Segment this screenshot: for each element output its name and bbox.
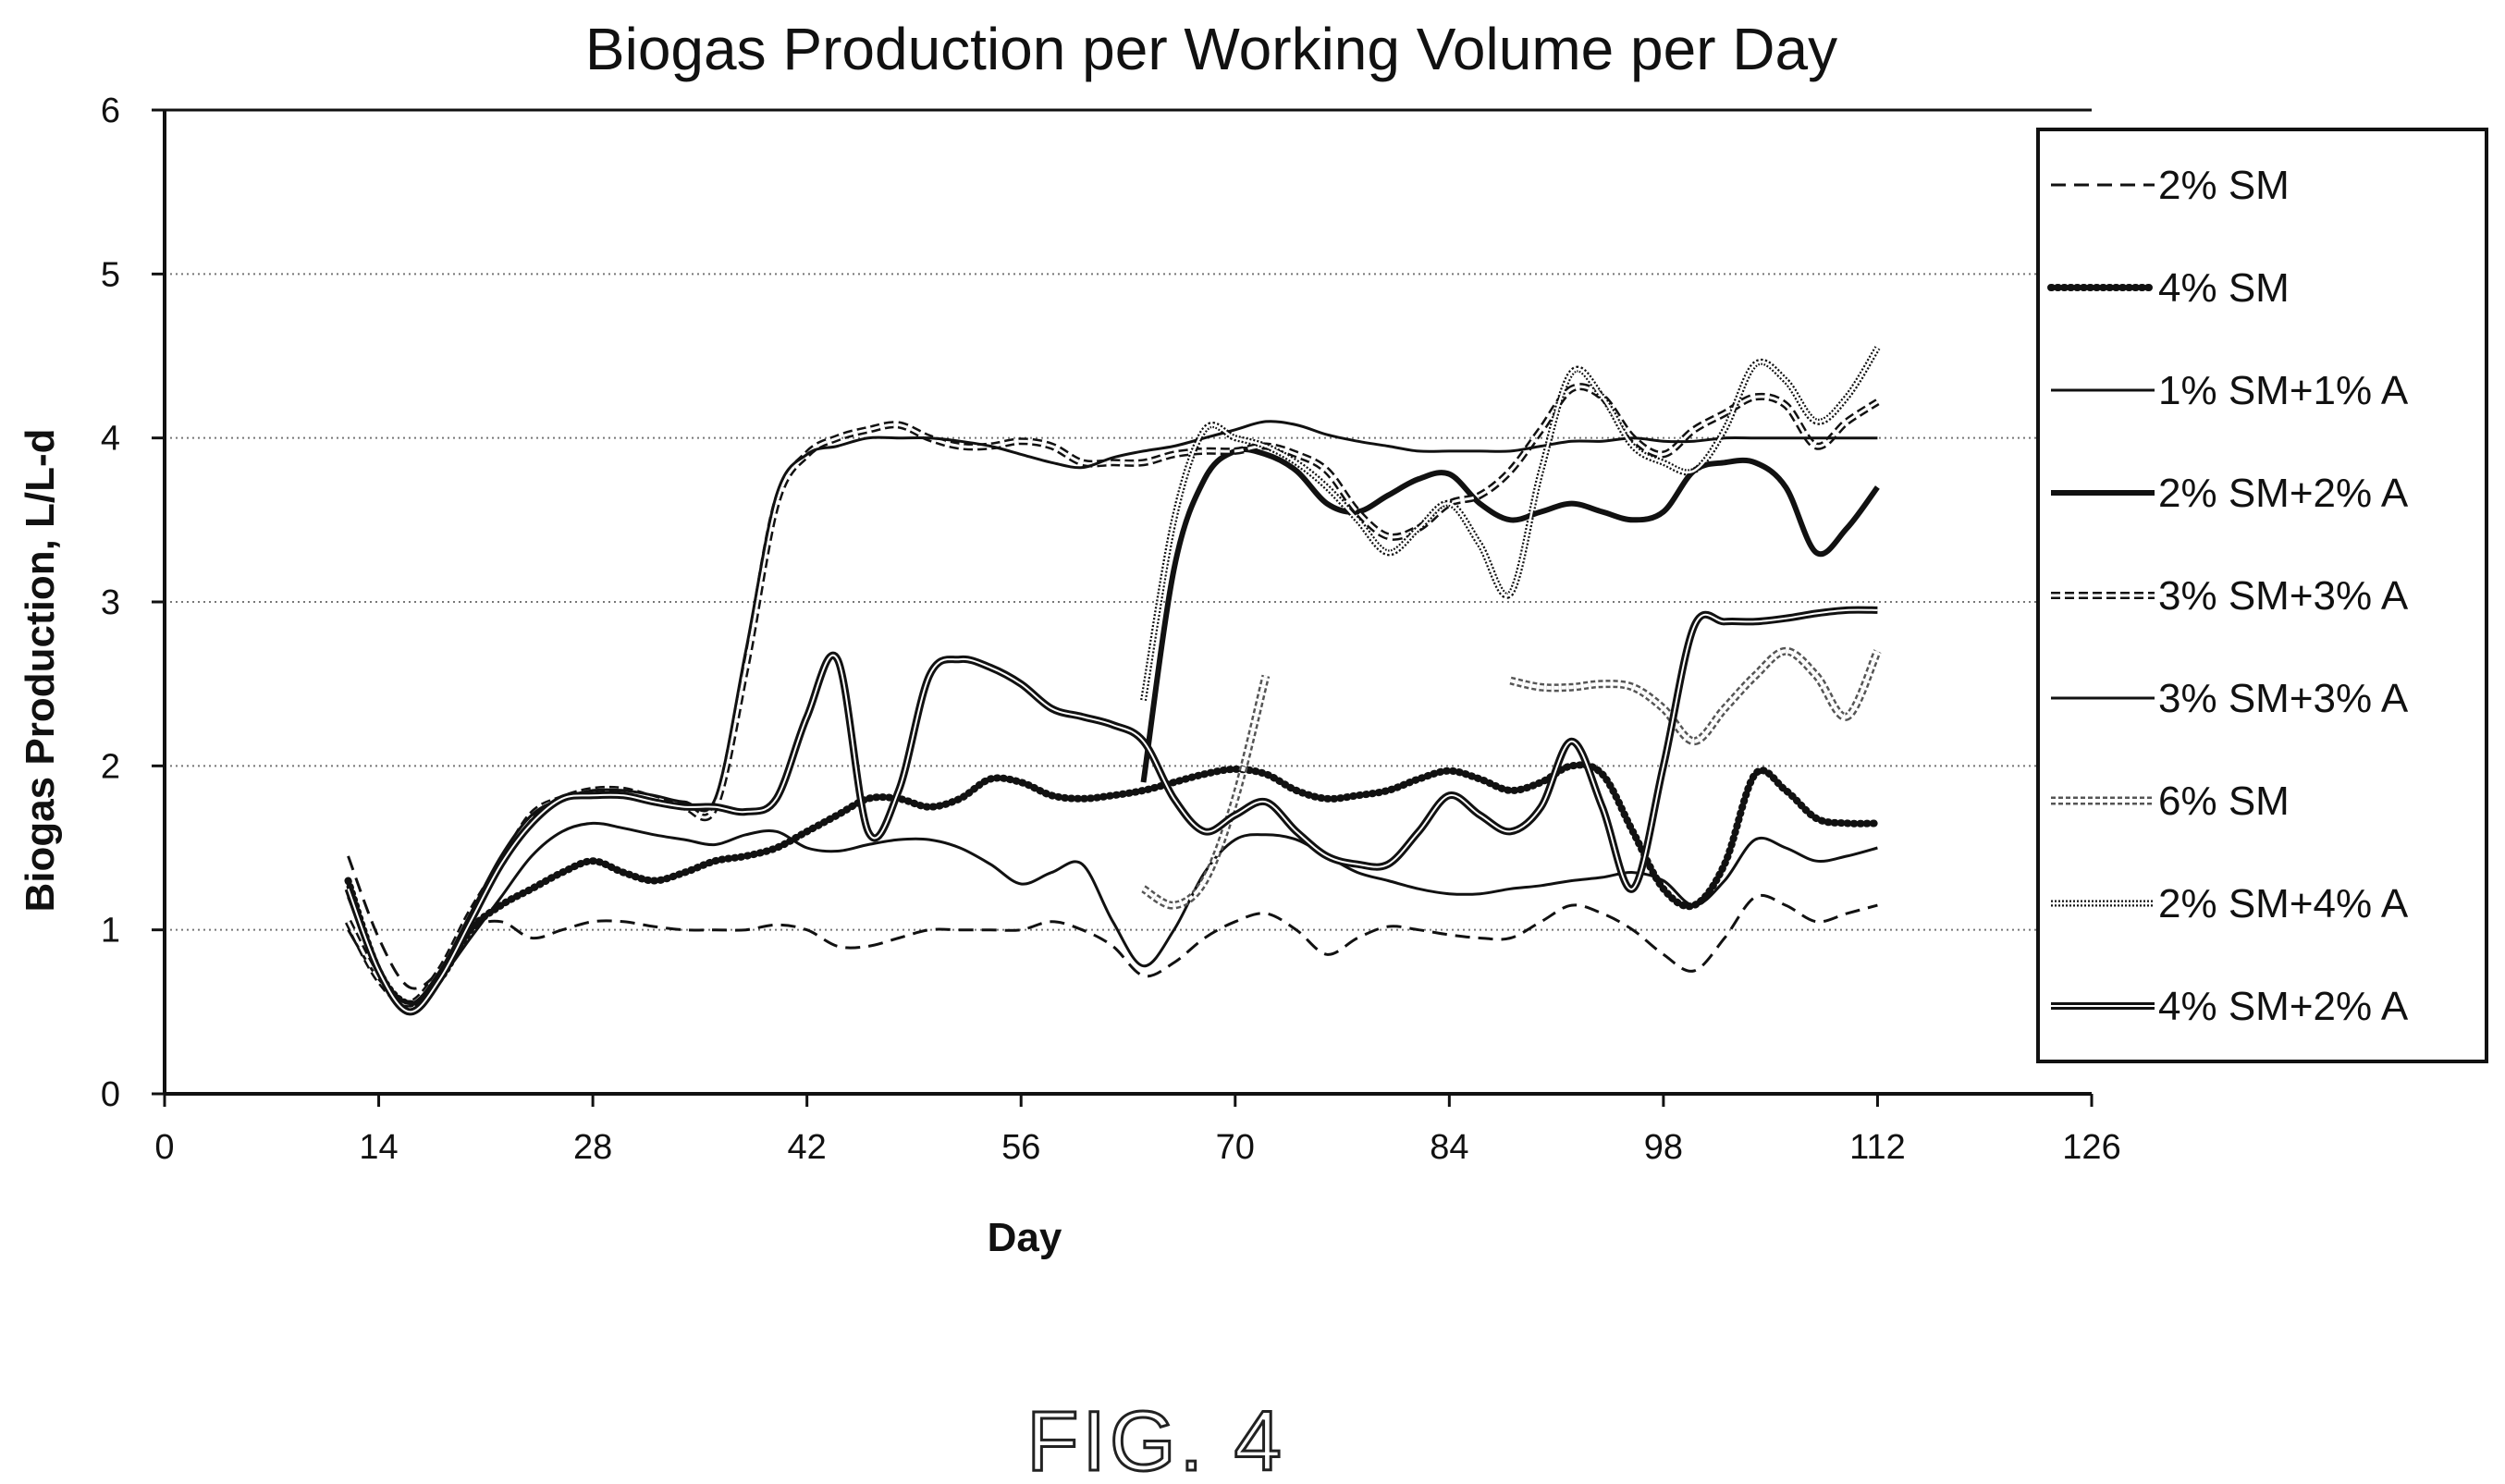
y-tick-label: 5	[101, 255, 120, 294]
legend-label: 2% SM	[2158, 163, 2290, 208]
legend-item-1: 2% SM	[2051, 163, 2290, 208]
y-tick-label: 6	[101, 92, 120, 130]
x-tick-label: 56	[1001, 1128, 1040, 1167]
y-axis-title: Biogas Production, L/L-d	[18, 428, 63, 912]
legend-item-3: 1% SM+1% A	[2051, 368, 2409, 413]
y-tick-label: 4	[101, 420, 120, 459]
x-tick-label: 42	[788, 1128, 827, 1167]
x-tick-labels: 0 14 28 42 56 70 84 98 112 126	[154, 1094, 2121, 1167]
series-path	[347, 420, 1878, 1005]
legend-label: 4% SM+2% A	[2158, 984, 2409, 1029]
y-tick-label: 0	[101, 1075, 120, 1114]
x-tick-label: 126	[2062, 1128, 2120, 1167]
y-tick-labels: 0 1 2 3 4 5 6	[101, 92, 165, 1114]
legend: 2% SM 4% SM 1% SM+1% A 2% SM+2% A 3% SM+3% A…	[2036, 128, 2488, 1063]
legend-item-9: 4% SM+2% A	[2051, 984, 2409, 1029]
series-8-line	[1140, 346, 1881, 701]
series-7-line	[1141, 646, 1882, 910]
legend-item-2: 4% SM	[2047, 265, 2290, 311]
legend-label: 1% SM+1% A	[2158, 368, 2409, 413]
x-axis-title: Day	[988, 1215, 1062, 1260]
legend-label: 3% SM+3% A	[2158, 676, 2409, 721]
y-tick-label: 2	[101, 747, 120, 786]
legend-item-4: 2% SM+2% A	[2051, 471, 2409, 516]
x-tick-label: 28	[573, 1128, 612, 1167]
legend-label: 2% SM+2% A	[2158, 471, 2409, 516]
series-path	[1140, 346, 1881, 701]
legend-item-8: 2% SM+4% A	[2051, 881, 2409, 926]
series-9-line	[344, 606, 1878, 1016]
series-path	[1510, 649, 1880, 743]
y-tick-label: 1	[101, 912, 120, 950]
x-tick-label: 70	[1216, 1128, 1255, 1167]
legend-label: 3% SM+3% A	[2158, 573, 2409, 619]
legend-item-7: 6% SM	[2051, 779, 2290, 824]
series-path	[344, 606, 1878, 1016]
series-path	[344, 761, 1882, 1008]
legend-label: 6% SM	[2158, 779, 2290, 824]
legend-label: 4% SM	[2158, 265, 2290, 311]
x-tick-label: 84	[1430, 1128, 1468, 1167]
legend-item-6: 3% SM+3% A	[2051, 676, 2409, 721]
series-path	[1142, 347, 1879, 701]
figure-label: FIG. 4	[1026, 1394, 1285, 1484]
legend-label: 2% SM+4% A	[2158, 881, 2409, 926]
legend-item-5: 3% SM+3% A	[2051, 573, 2409, 619]
series-path	[1509, 646, 1882, 746]
series-path	[1142, 675, 1268, 908]
x-tick-label: 14	[359, 1128, 398, 1167]
y-tick-label: 3	[101, 583, 120, 622]
series-6-line	[347, 420, 1878, 1005]
chart-title: Biogas Production per Working Volume per…	[585, 16, 1837, 82]
x-tick-label: 98	[1644, 1128, 1683, 1167]
series-path	[347, 608, 1878, 1013]
series-lines	[344, 346, 1882, 1016]
series-2-line	[344, 761, 1882, 1008]
x-tick-label: 112	[1849, 1128, 1906, 1167]
x-tick-label: 0	[154, 1128, 174, 1167]
